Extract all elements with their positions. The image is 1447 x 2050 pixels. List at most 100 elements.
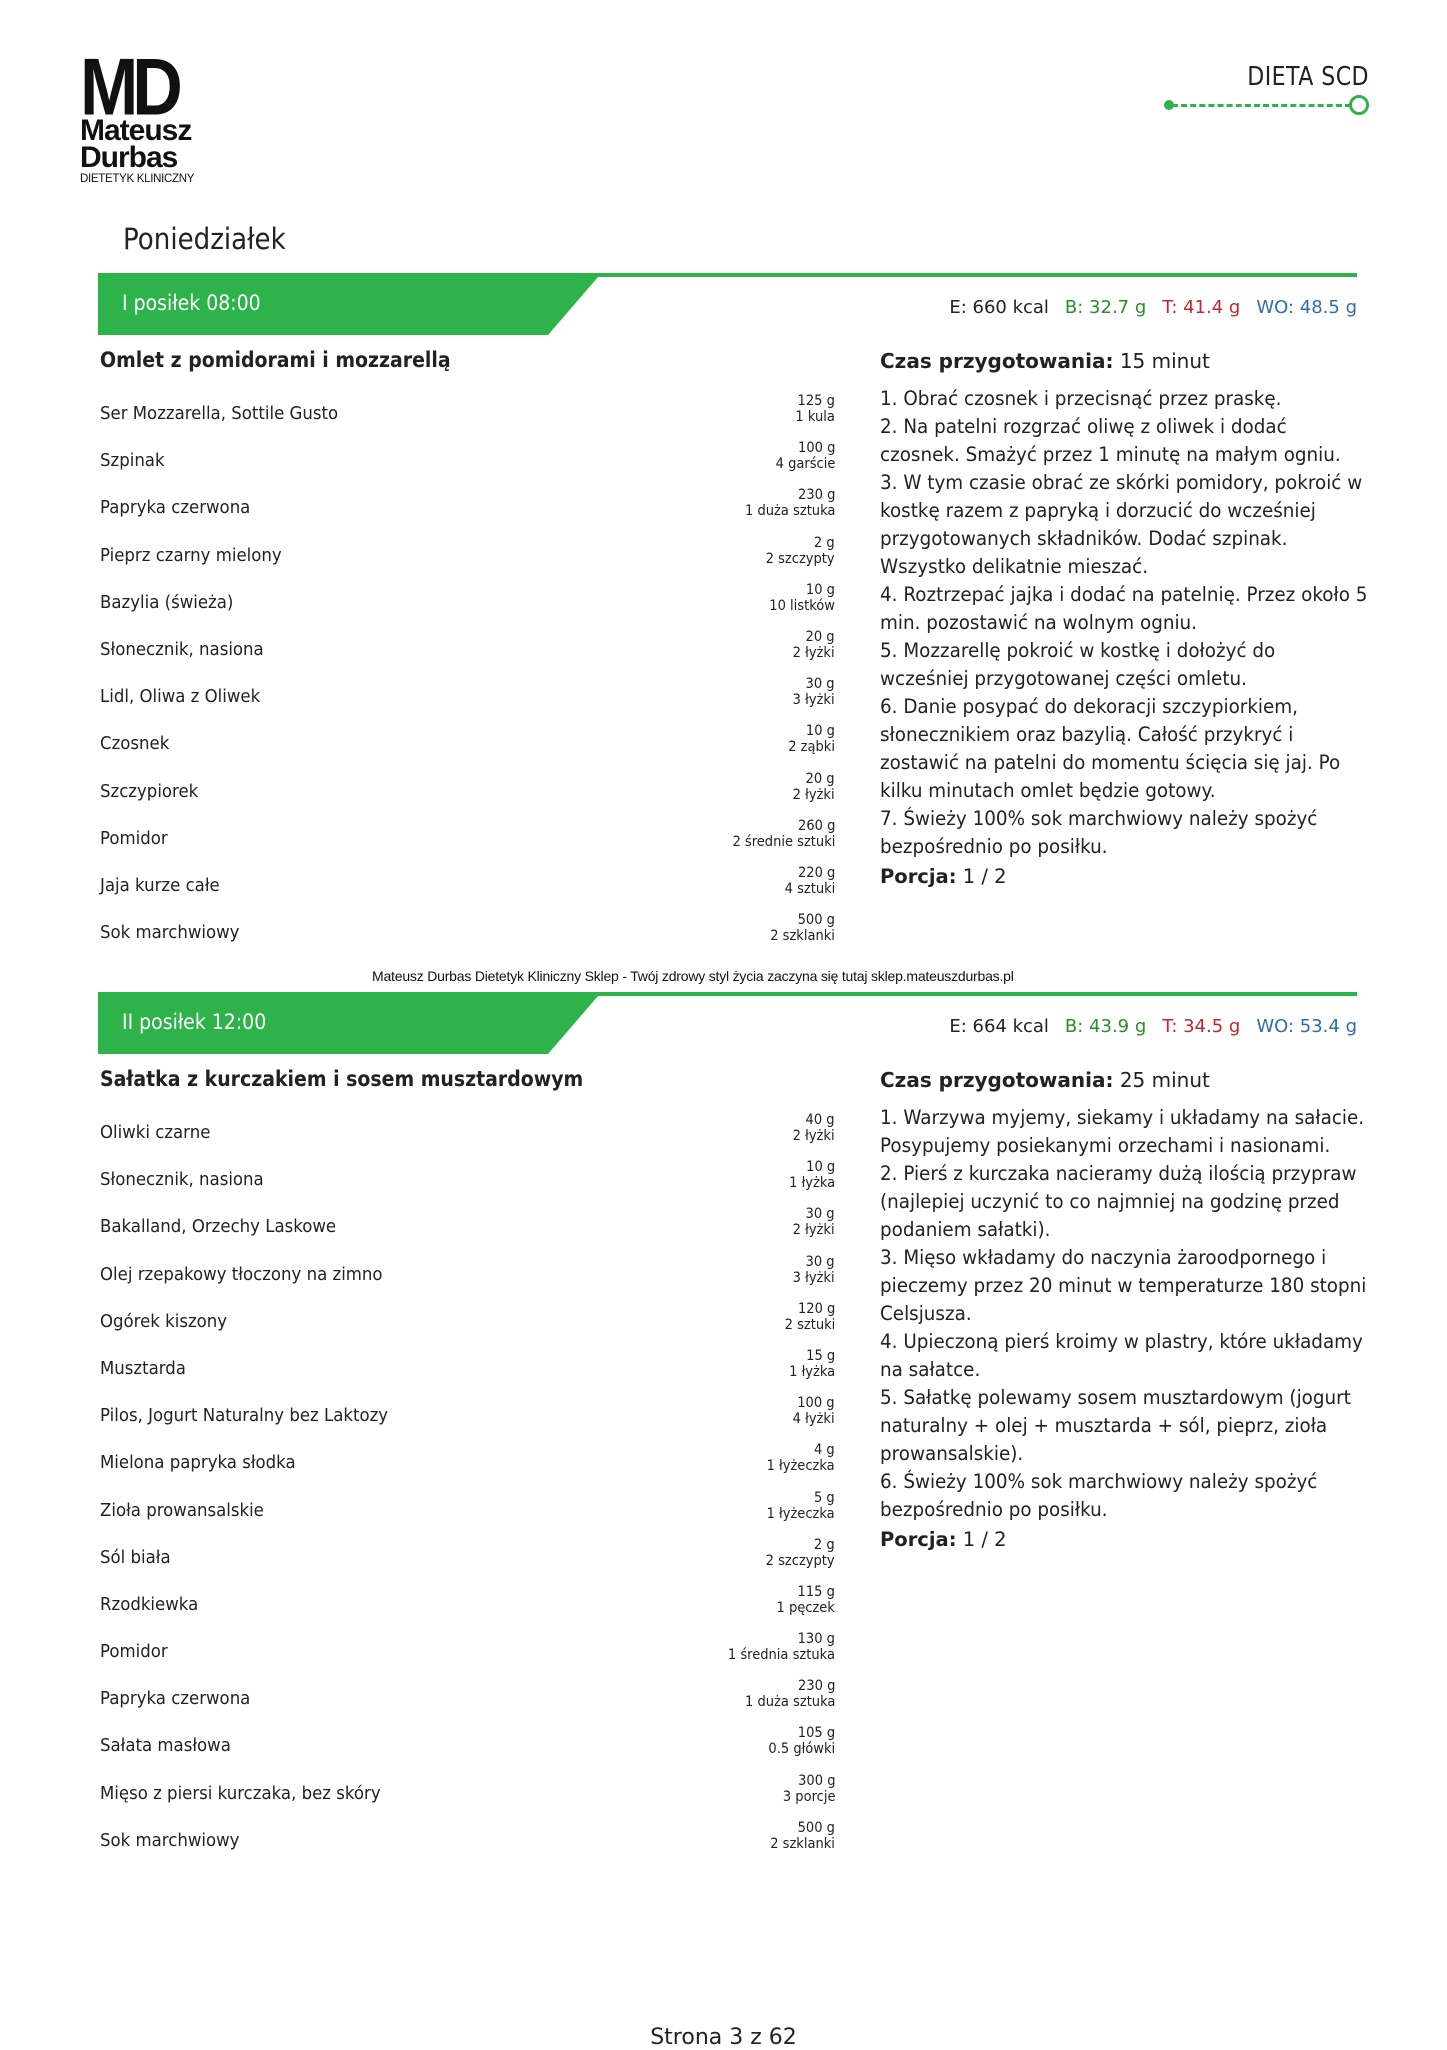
ingredient-grams: 10 g (805, 1159, 835, 1176)
prep-label: Czas przygotowania: (880, 349, 1114, 373)
dish-title: Omlet z pomidorami i mozzarellą (100, 348, 451, 372)
ingredient-measure: 2 szklanki (770, 928, 835, 945)
prep-step: 2. Pierś z kurczaka nacieramy dużą ilośc… (880, 1162, 1357, 1241)
prep-step: 6. Świeży 100% sok marchwiowy należy spo… (880, 1470, 1318, 1521)
portion-label: Porcja: (880, 865, 957, 888)
ingredient-name: Zioła prowansalskie (100, 1499, 264, 1521)
prep-step: 3. Mięso wkładamy do naczynia żaroodporn… (880, 1246, 1367, 1325)
ingredient-name: Rzodkiewka (100, 1593, 199, 1615)
ingredient-row: Mięso z piersi kurczaka, bez skóry 300 g… (100, 1773, 835, 1824)
carbs: WO: 48.5 g (1256, 297, 1357, 318)
ingredient-grams: 15 g (805, 1347, 835, 1364)
ingredient-name: Pomidor (100, 827, 168, 849)
prep-step: 7. Świeży 100% sok marchwiowy należy spo… (880, 807, 1318, 858)
ingredient-name: Słonecznik, nasiona (100, 638, 264, 660)
ingredient-grams: 2 g (814, 1536, 835, 1553)
prep-step: 1. Warzywa myjemy, siekamy i układamy na… (880, 1106, 1365, 1157)
preparation: Czas przygotowania: 25 minut 1. Warzywa … (880, 1068, 1370, 1551)
ingredient-row: Pilos, Jogurt Naturalny bez Laktozy 100 … (100, 1395, 835, 1446)
ingredient-measure: 1 duża sztuka (744, 1694, 835, 1711)
preparation: Czas przygotowania: 15 minut 1. Obrać cz… (880, 349, 1370, 888)
ingredient-measure: 2 łyżki (793, 1128, 835, 1144)
ingredient-name: Papryka czerwona (100, 497, 251, 519)
ingredient-grams: 20 g (805, 628, 835, 645)
ingredient-measure: 2 sztuki (784, 1316, 835, 1333)
ingredient-measure: 2 szklanki (770, 1835, 835, 1852)
ingredient-grams: 125 g (797, 393, 835, 409)
ingredient-measure: 2 ząbki (788, 739, 835, 756)
ingredient-measure: 3 porcje (782, 1788, 835, 1805)
logo-name-2: Durbas (80, 141, 178, 174)
portion: Porcja: 1 / 2 (880, 1528, 1370, 1551)
ingredient-name: Mielona papryka słodka (100, 1452, 296, 1474)
prep-step: 4. Upieczoną pierś kroimy w plastry, któ… (880, 1330, 1363, 1381)
day-title: Poniedziałek (123, 222, 286, 256)
dish-title: Sałatka z kurczakiem i sosem musztardowy… (100, 1067, 584, 1091)
ingredient-measure: 3 łyżki (793, 692, 835, 709)
shop-overlay-text: Mateusz Durbas Dietetyk Kliniczny Sklep … (372, 968, 1014, 984)
diet-brand: DIETA SCD (1164, 62, 1369, 116)
prep-step: 2. Na patelni rozgrzać oliwę z oliwek i … (880, 415, 1341, 466)
prep-label: Czas przygotowania: (880, 1068, 1114, 1092)
meal-label: I posiłek 08:00 (122, 291, 261, 315)
page-number: Strona 3 z 62 (650, 2025, 797, 2050)
logo-mark: MD (80, 57, 183, 126)
ingredient-name: Lidl, Oliwa z Oliwek (100, 686, 261, 708)
ingredient-grams: 30 g (805, 1253, 835, 1270)
meal-macros: E: 664 kcal B: 43.9 g T: 34.5 g WO: 53.4 g (933, 1016, 1357, 1037)
ingredient-grams: 10 g (805, 723, 835, 740)
ingredient-name: Czosnek (100, 733, 170, 755)
ingredient-grams: 100 g (797, 1395, 835, 1412)
ingredient-measure: 2 szczypty (766, 550, 835, 567)
ingredient-measure: 1 łyżeczka (766, 1505, 835, 1522)
ingredient-name: Pomidor (100, 1641, 168, 1663)
ingredient-grams: 40 g (805, 1112, 835, 1128)
meal-macros: E: 660 kcal B: 32.7 g T: 41.4 g WO: 48.5 g (933, 297, 1357, 318)
ingredient-name: Oliwki czarne (100, 1122, 211, 1143)
prep-time: 25 minut (1119, 1068, 1210, 1092)
ingredient-name: Ser Mozzarella, Sottile Gusto (100, 403, 339, 424)
ingredient-measure: 1 pęczek (776, 1599, 835, 1616)
ingredient-name: Olej rzepakowy tłoczony na zimno (100, 1263, 383, 1285)
ingredient-grams: 300 g (797, 1772, 835, 1789)
ingredient-measure: 1 średnia sztuka (727, 1647, 835, 1664)
ingredient-grams: 30 g (805, 1206, 835, 1223)
ingredient-measure: 4 garście (775, 456, 835, 473)
portion: Porcja: 1 / 2 (880, 865, 1370, 888)
ingredient-name: Bazylia (świeża) (100, 591, 234, 613)
ingredient-name: Musztarda (100, 1357, 186, 1379)
ingredient-measure: 1 kula (795, 409, 835, 425)
ingredient-grams: 20 g (805, 770, 835, 787)
prep-step: 3. W tym czasie obrać ze skórki pomidory… (880, 471, 1363, 578)
ingredient-measure: 2 łyżki (793, 644, 835, 661)
ingredient-measure: 4 łyżki (793, 1411, 835, 1428)
ingredient-row: Bazylia (świeża) 10 g 10 listków (100, 582, 835, 633)
ingredient-name: Sałata masłowa (100, 1735, 231, 1757)
logo-subtitle: DIETETYK KLINICZNY (80, 173, 195, 185)
ingredient-measure: 1 duża sztuka (744, 503, 835, 520)
ingredient-name: Jaja kurze całe (100, 874, 220, 896)
meal-header: II posiłek 12:00 E: 664 kcal B: 43.9 g T: … (98, 992, 1357, 1054)
ingredient-grams: 220 g (797, 864, 835, 881)
